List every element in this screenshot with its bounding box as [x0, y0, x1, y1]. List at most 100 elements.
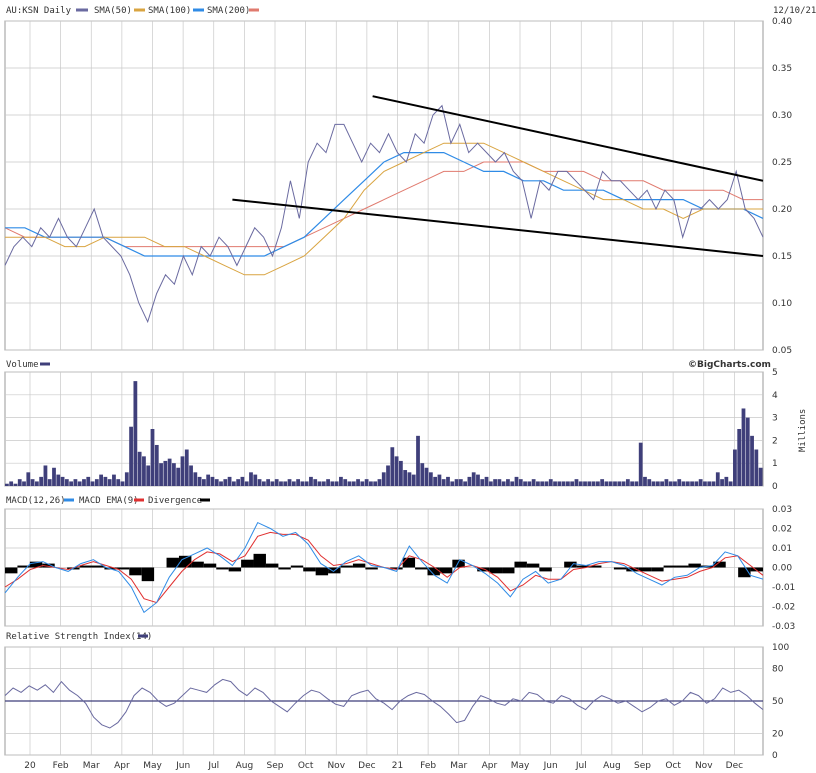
volume-bar [587, 481, 592, 486]
macd-divergence-bar [178, 555, 192, 568]
price-grid [5, 20, 763, 351]
y-tick-label: 1 [772, 459, 778, 469]
macd-divergence-bar [42, 563, 55, 568]
volume-bar [5, 483, 9, 486]
volume-bar [356, 479, 360, 486]
volume-bar [446, 476, 450, 486]
volume-bar [694, 481, 699, 486]
x-tick-label: Aug [236, 761, 254, 771]
volume-bar [407, 472, 412, 486]
macd-divergence-bar [278, 567, 291, 570]
volume-bar [317, 481, 322, 486]
volume-bar [506, 479, 510, 486]
volume-bar [617, 481, 622, 486]
macd-legend-1: MACD(12,26) [6, 496, 66, 506]
macd-divergence-bar [638, 567, 652, 572]
volume-bar [30, 479, 35, 486]
macd-divergence-bar [738, 567, 751, 578]
volume-bar [133, 381, 138, 486]
macd-divergence-bar [228, 567, 242, 572]
volume-bar [548, 479, 553, 486]
volume-bar [163, 460, 168, 486]
macd-divergence-bar [489, 567, 503, 574]
macd-divergence-bar [203, 563, 217, 568]
volume-bar [733, 449, 737, 486]
volume-bar [52, 467, 56, 486]
volume-bar [553, 481, 557, 486]
volume-bar [377, 479, 382, 486]
volume-bar [758, 467, 763, 486]
macd-divergence-bar [439, 567, 453, 574]
y-tick-label: 0.02 [772, 525, 792, 535]
volume-bar [17, 479, 22, 486]
volume-bar [116, 479, 121, 486]
x-tick-label: Nov [695, 761, 713, 771]
volume-bar [283, 481, 288, 486]
volume-bar [39, 476, 44, 486]
macd-divergence-bar [427, 567, 440, 576]
volume-bar [570, 481, 575, 486]
volume-bar [450, 481, 455, 486]
macd-divergence-bar [390, 567, 403, 570]
x-tick-label: Jun [543, 761, 558, 771]
volume-bar [82, 479, 86, 486]
volume-bar [73, 479, 78, 486]
price-frame [4, 20, 764, 351]
volume-bar [454, 479, 459, 486]
volume-bar [240, 476, 245, 486]
macd-divergence-bar [713, 561, 726, 568]
x-tick-label: 21 [392, 761, 403, 771]
volume-bar [86, 476, 91, 486]
macd-divergence-bar [589, 565, 602, 568]
volume-bar [428, 472, 433, 486]
macd-divergence-bar [253, 553, 266, 568]
volume-bar [373, 481, 378, 486]
y-tick-label: 0.01 [772, 544, 792, 554]
volume-bar [189, 465, 193, 486]
y-tick-label: 0.30 [772, 111, 792, 121]
volume-bar [501, 481, 506, 486]
volume-bar [321, 481, 326, 486]
volume-bar [608, 481, 613, 486]
rsi-panel: Relative Strength Index(14) 100 80 50 20 0 [4, 632, 789, 761]
y-tick-label: -0.01 [772, 583, 795, 593]
x-tick-label: Dec [358, 761, 375, 771]
x-tick-label: Apr [482, 761, 498, 771]
volume-bar [497, 479, 502, 486]
macd-panel: MACD(12,26) MACD EMA(9) Divergence 0.030… [4, 496, 795, 632]
volume-bar [613, 481, 617, 486]
volume-bar [536, 481, 540, 486]
volume-bar [270, 481, 275, 486]
volume-bar [300, 481, 305, 486]
y-tick-label: 0.05 [772, 346, 792, 356]
x-tick-label: May [511, 761, 530, 771]
chart-date: 12/10/21 [773, 6, 816, 16]
volume-bar [741, 408, 746, 486]
bigcharts-credit: ©BigCharts.com [688, 360, 771, 370]
macd-divergence-bar [688, 563, 701, 568]
volume-bar [527, 481, 532, 486]
macd-legend-3: Divergence [148, 496, 202, 506]
volume-bar [681, 481, 686, 486]
macd-divergence-bar [303, 567, 316, 572]
macd-divergence-bar [576, 565, 590, 568]
volume-bar [386, 465, 390, 486]
volume-bar [369, 481, 373, 486]
symbol-label: AU:KSN Daily [6, 6, 72, 16]
y-tick-label: 0.35 [772, 64, 792, 74]
volume-bar [664, 479, 669, 486]
y-tick-label: 0.00 [772, 564, 792, 574]
macd-divergence-bar [265, 563, 279, 568]
macd-divergence-bar [315, 567, 329, 576]
x-tick-label: Sep [267, 761, 284, 771]
volume-bar [236, 479, 241, 486]
x-tick-label: Jul [575, 761, 587, 771]
volume-bar [737, 429, 742, 486]
volume-bar [510, 481, 515, 486]
macd-divergence-bar [141, 567, 155, 582]
volume-bars [5, 381, 763, 486]
x-tick-label: Dec [726, 761, 743, 771]
volume-bar [441, 479, 446, 486]
macd-divergence-bar [452, 559, 465, 568]
volume-bar [707, 481, 712, 486]
